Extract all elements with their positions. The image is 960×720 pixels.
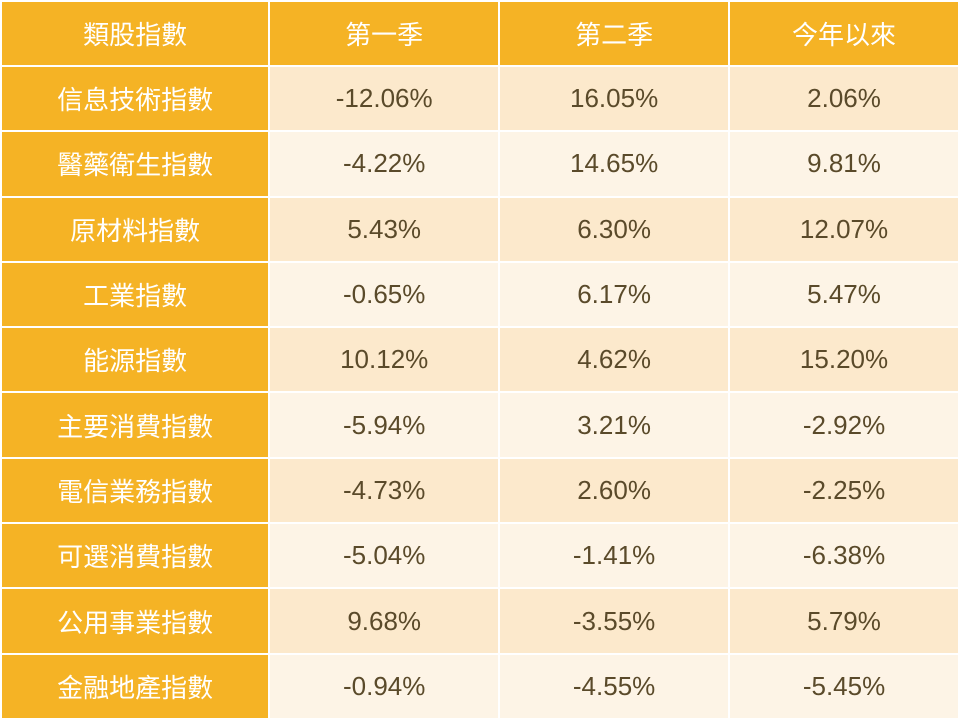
table-cell: -5.04% xyxy=(269,523,499,588)
table-cell: 12.07% xyxy=(729,197,959,262)
table-cell: -5.94% xyxy=(269,392,499,457)
row-label: 醫藥衛生指數 xyxy=(1,131,269,196)
table-cell: 16.05% xyxy=(499,66,729,131)
table-cell: 5.43% xyxy=(269,197,499,262)
row-label: 能源指數 xyxy=(1,327,269,392)
table-cell: -4.73% xyxy=(269,458,499,523)
table-cell: -1.41% xyxy=(499,523,729,588)
table-cell: 14.65% xyxy=(499,131,729,196)
sector-index-table: 類股指數 第一季 第二季 今年以來 信息技術指數-12.06%16.05%2.0… xyxy=(0,0,960,720)
table-row: 電信業務指數-4.73%2.60%-2.25% xyxy=(1,458,959,523)
table-cell: -0.65% xyxy=(269,262,499,327)
table-cell: 2.60% xyxy=(499,458,729,523)
table-cell: -2.92% xyxy=(729,392,959,457)
table-row: 公用事業指數9.68%-3.55%5.79% xyxy=(1,588,959,653)
table-row: 醫藥衛生指數-4.22%14.65%9.81% xyxy=(1,131,959,196)
row-label: 信息技術指數 xyxy=(1,66,269,131)
table-row: 主要消費指數-5.94%3.21%-2.92% xyxy=(1,392,959,457)
table-cell: -4.22% xyxy=(269,131,499,196)
table-body: 信息技術指數-12.06%16.05%2.06%醫藥衛生指數-4.22%14.6… xyxy=(1,66,959,719)
table-row: 可選消費指數-5.04%-1.41%-6.38% xyxy=(1,523,959,588)
table-cell: -0.94% xyxy=(269,654,499,719)
row-label: 原材料指數 xyxy=(1,197,269,262)
col-header-index: 類股指數 xyxy=(1,1,269,66)
table-cell: 5.47% xyxy=(729,262,959,327)
row-label: 金融地產指數 xyxy=(1,654,269,719)
col-header-q2: 第二季 xyxy=(499,1,729,66)
col-header-ytd: 今年以來 xyxy=(729,1,959,66)
table-row: 金融地產指數-0.94%-4.55%-5.45% xyxy=(1,654,959,719)
table-cell: 9.68% xyxy=(269,588,499,653)
row-label: 主要消費指數 xyxy=(1,392,269,457)
table-cell: 6.17% xyxy=(499,262,729,327)
row-label: 公用事業指數 xyxy=(1,588,269,653)
table-row: 原材料指數5.43%6.30%12.07% xyxy=(1,197,959,262)
table-cell: -5.45% xyxy=(729,654,959,719)
table-cell: -6.38% xyxy=(729,523,959,588)
col-header-q1: 第一季 xyxy=(269,1,499,66)
table-row: 信息技術指數-12.06%16.05%2.06% xyxy=(1,66,959,131)
row-label: 電信業務指數 xyxy=(1,458,269,523)
table-cell: 15.20% xyxy=(729,327,959,392)
table-row: 能源指數10.12%4.62%15.20% xyxy=(1,327,959,392)
table-cell: 4.62% xyxy=(499,327,729,392)
row-label: 工業指數 xyxy=(1,262,269,327)
table-cell: 6.30% xyxy=(499,197,729,262)
table-cell: -2.25% xyxy=(729,458,959,523)
table-cell: 9.81% xyxy=(729,131,959,196)
table-cell: -4.55% xyxy=(499,654,729,719)
table-cell: 2.06% xyxy=(729,66,959,131)
table-cell: 10.12% xyxy=(269,327,499,392)
table-cell: 5.79% xyxy=(729,588,959,653)
table-cell: -12.06% xyxy=(269,66,499,131)
table-cell: 3.21% xyxy=(499,392,729,457)
table-row: 工業指數-0.65%6.17%5.47% xyxy=(1,262,959,327)
table-header-row: 類股指數 第一季 第二季 今年以來 xyxy=(1,1,959,66)
table-cell: -3.55% xyxy=(499,588,729,653)
row-label: 可選消費指數 xyxy=(1,523,269,588)
